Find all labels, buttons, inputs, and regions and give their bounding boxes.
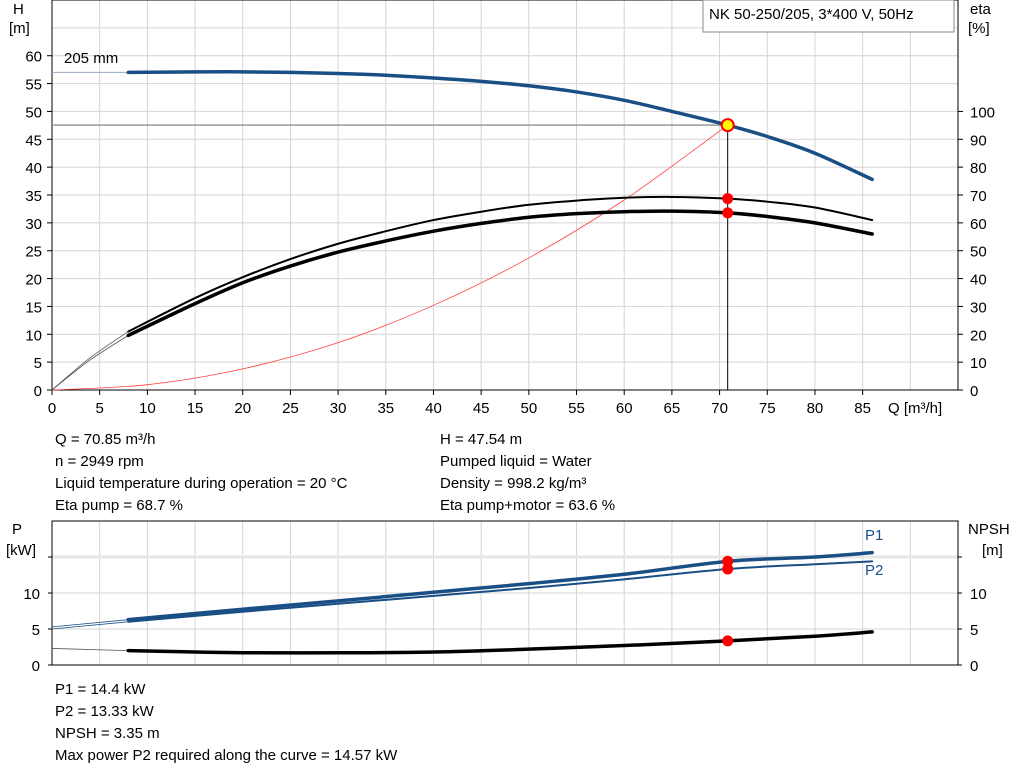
eta-total-curve-extension [51, 335, 129, 391]
x-tick-label: 75 [759, 400, 776, 417]
info-density: Density = 998.2 kg/m³ [440, 475, 587, 492]
head-curve [126, 70, 874, 182]
y2-tick-label: 10 [970, 586, 987, 603]
x-tick-label: 40 [425, 400, 442, 417]
info-eta-pump: Eta pump = 68.7 % [55, 497, 183, 514]
h-axis-unit: [m] [9, 20, 30, 37]
system-curve [51, 124, 729, 391]
info-p2: P2 = 13.33 kW [55, 703, 154, 720]
y2-tick-label: 30 [970, 299, 987, 316]
info-temp: Liquid temperature during operation = 20… [55, 475, 348, 492]
duty-point-p2 [722, 563, 734, 575]
y-tick-label: 25 [25, 244, 42, 261]
p1-label: P1 [865, 527, 883, 544]
duty-point-npsh [722, 635, 734, 647]
p2-curve [127, 560, 874, 623]
power-chart: 0 5 10 0 5 10 [23, 520, 987, 675]
y2-tick-label: 60 [970, 216, 987, 233]
y-tick-label: 0 [34, 383, 42, 400]
p2-curve-extension [51, 621, 129, 630]
y-tick-label: 30 [25, 216, 42, 233]
y2-tick-label: 0 [970, 383, 978, 400]
info-liquid: Pumped liquid = Water [440, 453, 592, 470]
info-bottom: P1 = 14.4 kW P2 = 13.33 kW NPSH = 3.35 m… [55, 679, 397, 767]
info-right: H = 47.54 m Pumped liquid = Water Densit… [440, 429, 615, 517]
y2-tick-label: 50 [970, 244, 987, 261]
y2-tick-label: 80 [970, 160, 987, 177]
info-npsh: NPSH = 3.35 m [55, 725, 160, 742]
y2-tick-label: 0 [970, 658, 978, 675]
y-tick-label: 5 [32, 622, 40, 639]
x-tick-label: 50 [520, 400, 537, 417]
duty-point-p1 [722, 555, 734, 567]
info-eta-total: Eta pump+motor = 63.6 % [440, 497, 616, 514]
info-h: H = 47.54 m [440, 431, 523, 448]
x-tick-label: 20 [234, 400, 251, 417]
duty-point-eta-pump [722, 193, 734, 205]
q-axis-title: Q [m³/h] [888, 400, 942, 417]
y-tick-label: 10 [25, 327, 42, 344]
y-tick-label: 5 [34, 355, 42, 372]
x-tick-label: 25 [282, 400, 299, 417]
p1-curve [126, 550, 874, 622]
y-tick-label: 0 [32, 658, 40, 675]
y2-tick-label: 70 [970, 188, 987, 205]
info-q: Q = 70.85 m³/h [55, 431, 156, 448]
x-tick-label: 65 [664, 400, 681, 417]
npsh-curve-extension [51, 648, 129, 651]
npsh-axis-title: NPSH [968, 521, 1010, 538]
y-tick-label: 55 [25, 77, 42, 94]
y2-tick-label: 90 [970, 132, 987, 149]
eta-pump-curve [127, 195, 874, 333]
p1-curve-extension [51, 619, 129, 628]
curve-label-205mm: 205 mm [64, 50, 118, 67]
info-left: Q = 70.85 m³/h n = 2949 rpm Liquid tempe… [55, 429, 347, 517]
chart-title: NK 50-250/205, 3*400 V, 50Hz [709, 6, 914, 23]
info-n: n = 2949 rpm [55, 453, 144, 470]
y2-tick-label: 5 [970, 622, 978, 639]
x-tick-label: 85 [854, 400, 871, 417]
y2-tick-label: 40 [970, 272, 987, 289]
x-tick-label: 70 [711, 400, 728, 417]
eta-axis-unit: [%] [968, 20, 990, 37]
x-tick-label: 35 [377, 400, 394, 417]
duty-point-eta-total [722, 207, 734, 219]
x-tick-label: 45 [473, 400, 490, 417]
npsh-axis-unit: [m] [982, 542, 1003, 559]
h-axis-title: H [13, 1, 24, 18]
p-axis-unit: [kW] [6, 542, 36, 559]
duty-point-head [720, 118, 735, 133]
head-chart: 0 5 10 15 20 25 30 35 40 45 50 55 60 65 70 75 80 85 0 5 10 15… [25, 0, 995, 417]
x-tick-label: 60 [616, 400, 633, 417]
x-tick-label: 80 [807, 400, 824, 417]
x-tick-label: 15 [187, 400, 204, 417]
x-tick-label: 0 [48, 400, 56, 417]
p-axis-title: P [12, 521, 22, 538]
x-tick-label: 55 [568, 400, 585, 417]
y-tick-label: 35 [25, 188, 42, 205]
x-tick-label: 10 [139, 400, 156, 417]
y-tick-label: 40 [25, 160, 42, 177]
y-tick-label: 60 [25, 49, 42, 66]
y-tick-label: 20 [25, 272, 42, 289]
y-tick-label: 45 [25, 132, 42, 149]
p2-label: P2 [865, 562, 883, 579]
eta-axis-title: eta [970, 1, 992, 18]
x-tick-label: 30 [330, 400, 347, 417]
info-p1: P1 = 14.4 kW [55, 681, 146, 698]
x-tick-label: 5 [96, 400, 104, 417]
y-tick-label: 50 [25, 104, 42, 121]
legend-box [702, 0, 955, 33]
info-max-power: Max power P2 required along the curve = … [55, 747, 398, 764]
npsh-curve [126, 630, 874, 655]
y-tick-label: 15 [25, 299, 42, 316]
y2-tick-label: 20 [970, 327, 987, 344]
y2-tick-label: 10 [970, 355, 987, 372]
eta-total-curve [126, 209, 874, 338]
y-tick-label: 10 [23, 586, 40, 603]
y2-tick-label: 100 [970, 104, 995, 121]
